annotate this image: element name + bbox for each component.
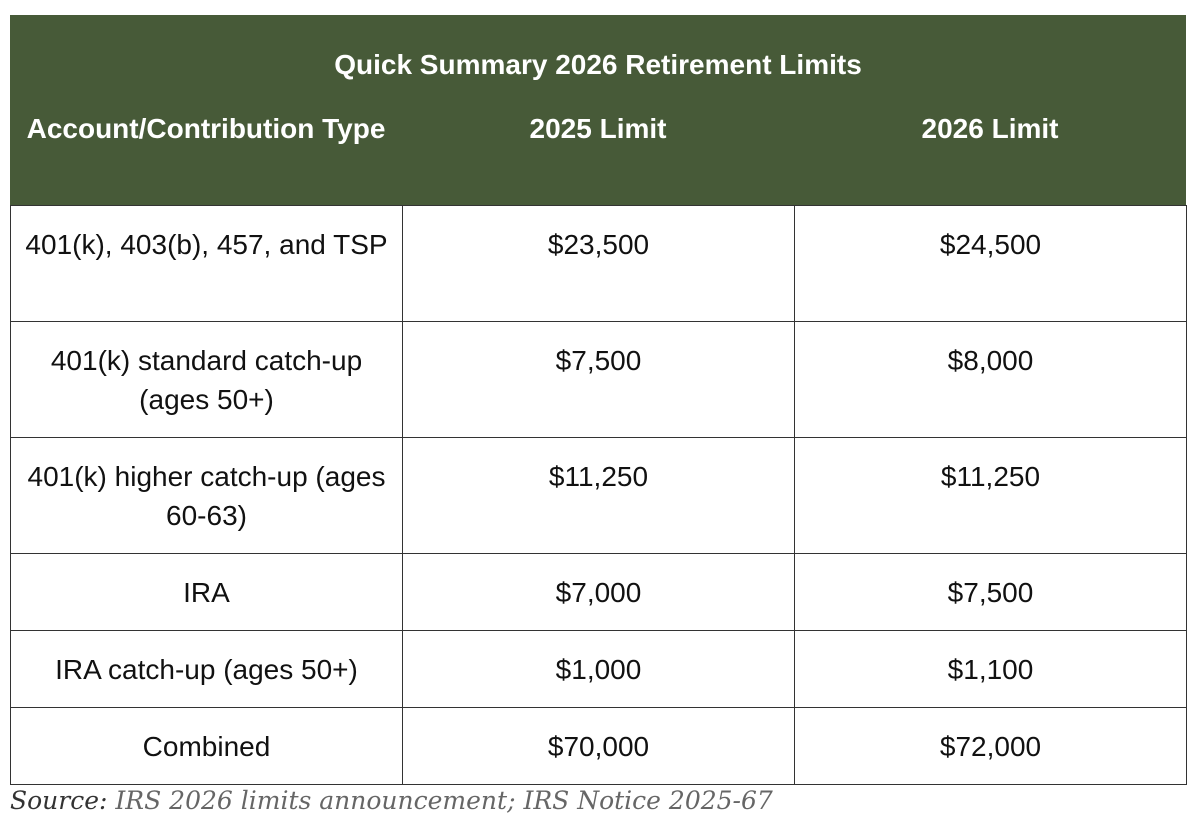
- table-row: IRA $7,000 $7,500: [10, 553, 1187, 631]
- cell-account-type: IRA catch-up (ages 50+): [10, 630, 403, 708]
- column-header-2025-limit: 2025 Limit: [529, 113, 667, 144]
- cell-2025-limit: $7,500: [402, 321, 795, 438]
- column-header-account-type: Account/Contribution Type: [26, 113, 386, 144]
- table-row: 401(k) standard catch-up (ages 50+) $7,5…: [10, 321, 1187, 438]
- table-row: 401(k) higher catch-up (ages 60-63) $11,…: [10, 437, 1187, 554]
- cell-2026-limit: $7,500: [794, 553, 1187, 631]
- cell-2026-limit: $8,000: [794, 321, 1187, 438]
- source-label: Source:: [10, 786, 108, 815]
- cell-2026-limit: $24,500: [794, 205, 1187, 322]
- cell-2025-limit: $1,000: [402, 630, 795, 708]
- cell-2026-limit: $1,100: [794, 630, 1187, 708]
- cell-2025-limit: $70,000: [402, 707, 795, 785]
- limits-table: Quick Summary 2026 Retirement Limits Acc…: [10, 15, 1187, 785]
- column-header-2026-limit: 2026 Limit: [921, 113, 1059, 144]
- table-row: 401(k), 403(b), 457, and TSP $23,500 $24…: [10, 205, 1187, 322]
- cell-account-type: 401(k), 403(b), 457, and TSP: [10, 205, 403, 322]
- cell-2025-limit: $7,000: [402, 553, 795, 631]
- table-body: 401(k), 403(b), 457, and TSP $23,500 $24…: [10, 205, 1187, 785]
- cell-account-type: 401(k) higher catch-up (ages 60-63): [10, 437, 403, 554]
- table-header: Quick Summary 2026 Retirement Limits Acc…: [10, 15, 1186, 205]
- table-row: IRA catch-up (ages 50+) $1,000 $1,100: [10, 630, 1187, 708]
- source-note: Source: IRS 2026 limits announcement; IR…: [10, 786, 773, 815]
- cell-account-type: 401(k) standard catch-up (ages 50+): [10, 321, 403, 438]
- source-text: IRS 2026 limits announcement; IRS Notice…: [115, 786, 773, 815]
- cell-2026-limit: $11,250: [794, 437, 1187, 554]
- table-row: Combined $70,000 $72,000: [10, 707, 1187, 785]
- cell-2026-limit: $72,000: [794, 707, 1187, 785]
- cell-account-type: IRA: [10, 553, 403, 631]
- cell-2025-limit: $11,250: [402, 437, 795, 554]
- cell-2025-limit: $23,500: [402, 205, 795, 322]
- table-title: Quick Summary 2026 Retirement Limits: [334, 49, 862, 80]
- cell-account-type: Combined: [10, 707, 403, 785]
